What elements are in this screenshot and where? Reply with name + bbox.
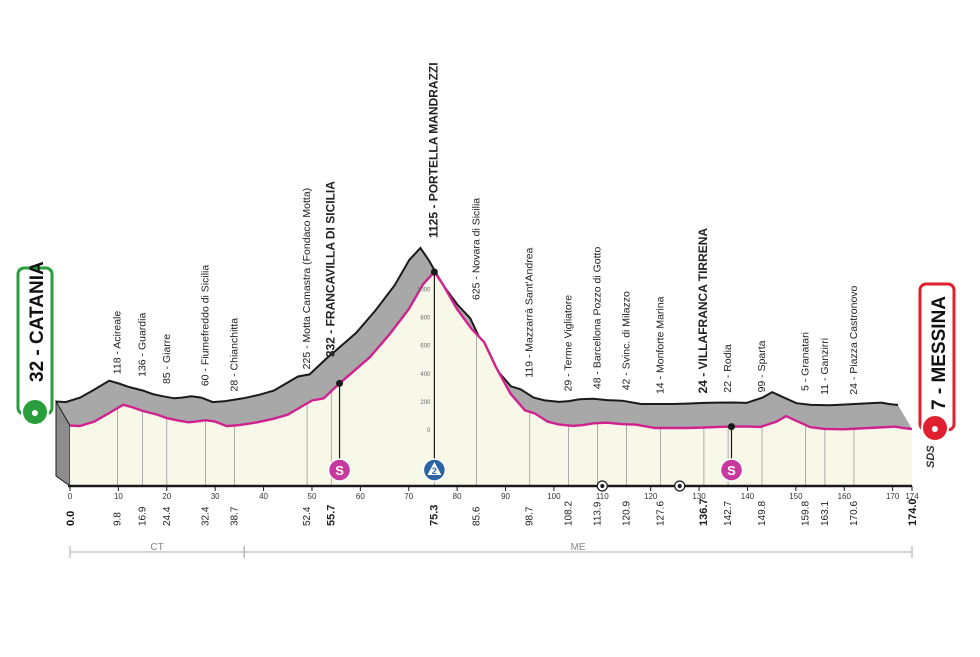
relief-ridge-line [55,246,899,407]
waypoint-km-label: 149.8 [757,501,768,526]
sprint-symbol: S [335,463,344,478]
waypoint-name: 11 - Ganzirri [819,338,831,395]
km-tick-label: 20 [162,492,171,501]
waypoint-km-label: 136.7 [698,498,710,526]
km-endpoint-label: 0.0 [65,511,77,526]
sprint-icon [327,458,352,482]
waypoint-name: 28 - Chianchitta [229,318,241,392]
km-tick-label: 170 [886,492,900,501]
waypoint-name: 119 - Mazzarrà Sant'Andrea [524,247,536,377]
sprint-symbol: S [727,463,736,478]
finish-badge: 7 - MESSINA ● [918,282,956,442]
waypoint-name: 24 - VILLAFRANCA TIRRENA [696,228,710,394]
waypoint-km-label: 163.1 [820,501,831,526]
km-tick-label: 80 [453,492,462,501]
mountain-icon [427,462,442,475]
waypoint-km-label: 85.6 [471,506,482,526]
waypoint-name: 332 - FRANCAVILLA DI SICILIA [323,181,337,357]
y-tick-label: 200 [420,400,431,406]
km-tick-label: 90 [501,492,510,501]
waypoint-km-label: 98.7 [525,506,536,526]
waypoint-name: 1125 - PORTELLA MANDRAZZI [426,62,440,238]
km-tick-label: 0 [68,492,73,501]
waypoint-name: 22 - Rodia [722,344,734,393]
waypoint-name: 60 - Fiumefreddo di Sicilia [199,265,211,387]
finish-bike-glyph: ● [931,420,939,436]
waypoint-name: 14 - Monforte Marina [654,296,666,394]
y-tick-label: 1000 [417,288,431,294]
waypoint-name: 42 - Svinc. di Milazzo [620,291,632,390]
kom-point [430,268,438,276]
waypoint-km-label: 159.8 [801,501,812,526]
waypoint-name: 24 - Piazza Castronovo [848,285,860,394]
waypoint-name: 85 - Giarre [161,334,173,384]
km-tick-label: 174 [905,492,919,501]
province-label: ME [571,542,586,553]
y-tick-label: 600 [420,344,431,350]
waypoint-name: 118 - Acireale [111,311,123,375]
waypoint-km-label: 120.9 [621,501,632,526]
waypoint-name: 136 - Guardia [137,313,149,377]
km-tick-label: 160 [838,492,852,501]
km-tick-label: 60 [356,492,365,501]
terrain-relief [56,248,912,430]
km-tick-label: 120 [644,492,658,501]
km-tick-label: 130 [692,492,706,501]
km-tick-label: 70 [404,492,413,501]
tunnel-icon-core [600,484,605,488]
waypoint-km-label: 113.9 [592,501,603,526]
brand-logo: SDS [925,445,937,468]
start-badge: 32 - CATANIA ● [16,261,54,426]
y-tick-label: 800 [420,316,431,322]
waypoint-km-label: 127.6 [655,501,666,526]
waypoint-km-label: 9.8 [112,512,123,526]
waypoint-km-label: 16.9 [138,506,149,526]
sprint-point [728,423,736,431]
province-label: CT [150,542,163,553]
waypoint-name: 225 - Motta Camastra (Fondaco Motta) [301,188,313,370]
waypoint-name: 625 - Novara di Sicilia [470,198,482,300]
waypoint-name: 99 - Sparta [756,340,768,392]
profile-line [69,270,913,431]
kom-category: 2 [432,466,437,476]
km-tick-label: 110 [596,492,609,501]
waypoint-km-label: 38.7 [230,506,241,526]
finish-bike-icon [921,414,949,442]
bike-glyph: ● [31,404,39,420]
km-tick-label: 40 [259,492,268,501]
waypoint-km-label: 142.7 [723,501,734,526]
sprint-point [336,379,344,387]
km-endpoint-label: 174.0 [907,498,919,526]
km-tick-label: 140 [741,492,755,501]
km-tick-label: 100 [547,492,561,501]
bike-icon [21,398,49,426]
km-tick-label: 30 [211,492,220,501]
tunnel-icon-core [677,484,682,488]
km-tick-label: 10 [114,492,123,501]
start-badge-label: 32 - CATANIA [27,261,48,382]
y-tick-label: 400 [420,372,431,378]
y-tick-label: 0 [427,428,431,434]
waypoint-km-label: 52.4 [302,506,313,526]
waypoint-name: 29 - Terme Vigliatore [562,295,574,392]
profile-area [70,272,912,486]
waypoint-km-label: 32.4 [200,506,211,526]
waypoint-km-label: 170.6 [849,501,860,526]
waypoint-km-label: 24.4 [162,506,173,526]
waypoint-name: 5 - Granatari [800,332,812,391]
km-tick-label: 150 [789,492,803,501]
km-tick-label: 50 [308,492,317,501]
waypoint-name: 48 - Barcellona Pozzo di Gotto [591,247,603,390]
finish-badge-label: 7 - MESSINA [929,296,950,410]
sprint-icon [719,458,744,482]
waypoint-km-label: 108.2 [563,501,574,526]
waypoint-km-label: 55.7 [325,505,337,526]
waypoint-km-label: 75.3 [428,505,440,526]
